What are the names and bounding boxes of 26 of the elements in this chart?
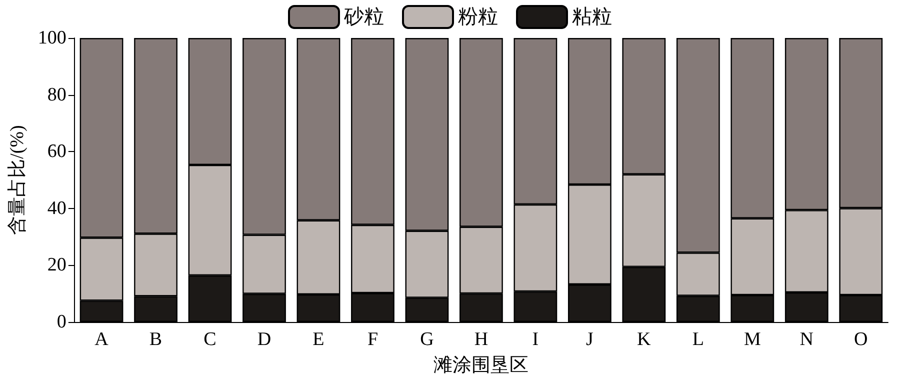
y-tick-label: 60: [47, 141, 66, 162]
y-tick-label: 0: [56, 312, 66, 332]
x-tick-label: A: [94, 329, 109, 350]
x-tick-label: N: [800, 329, 814, 350]
x-tick-label: M: [744, 329, 761, 350]
x-tick-label: D: [257, 329, 272, 350]
legend-label: 砂粒: [343, 6, 384, 28]
x-tick-label: C: [204, 329, 216, 350]
x-tick-label: O: [854, 329, 868, 350]
x-tick-label: F: [367, 329, 378, 350]
x-tick-label: H: [474, 329, 488, 350]
y-tick-label: 100: [38, 28, 66, 48]
x-tick-label: K: [637, 329, 652, 350]
y-tick-label: 80: [47, 84, 66, 106]
y-tick-label: 40: [47, 198, 66, 219]
x-tick-label: G: [420, 329, 434, 350]
x-tick-label: B: [149, 329, 162, 350]
x-tick-label: I: [532, 329, 539, 350]
legend-label: 粘粒: [572, 6, 612, 28]
x-tick-label: J: [586, 329, 594, 350]
legend-label: 粉粒: [458, 6, 498, 28]
x-tick-label: E: [312, 329, 324, 350]
x-tick-label: L: [692, 329, 704, 350]
y-tick-label: 20: [47, 254, 66, 276]
y-axis-title: 含量占比/(%): [7, 125, 28, 235]
x-axis-title: 滩涂围垦区: [434, 355, 529, 376]
